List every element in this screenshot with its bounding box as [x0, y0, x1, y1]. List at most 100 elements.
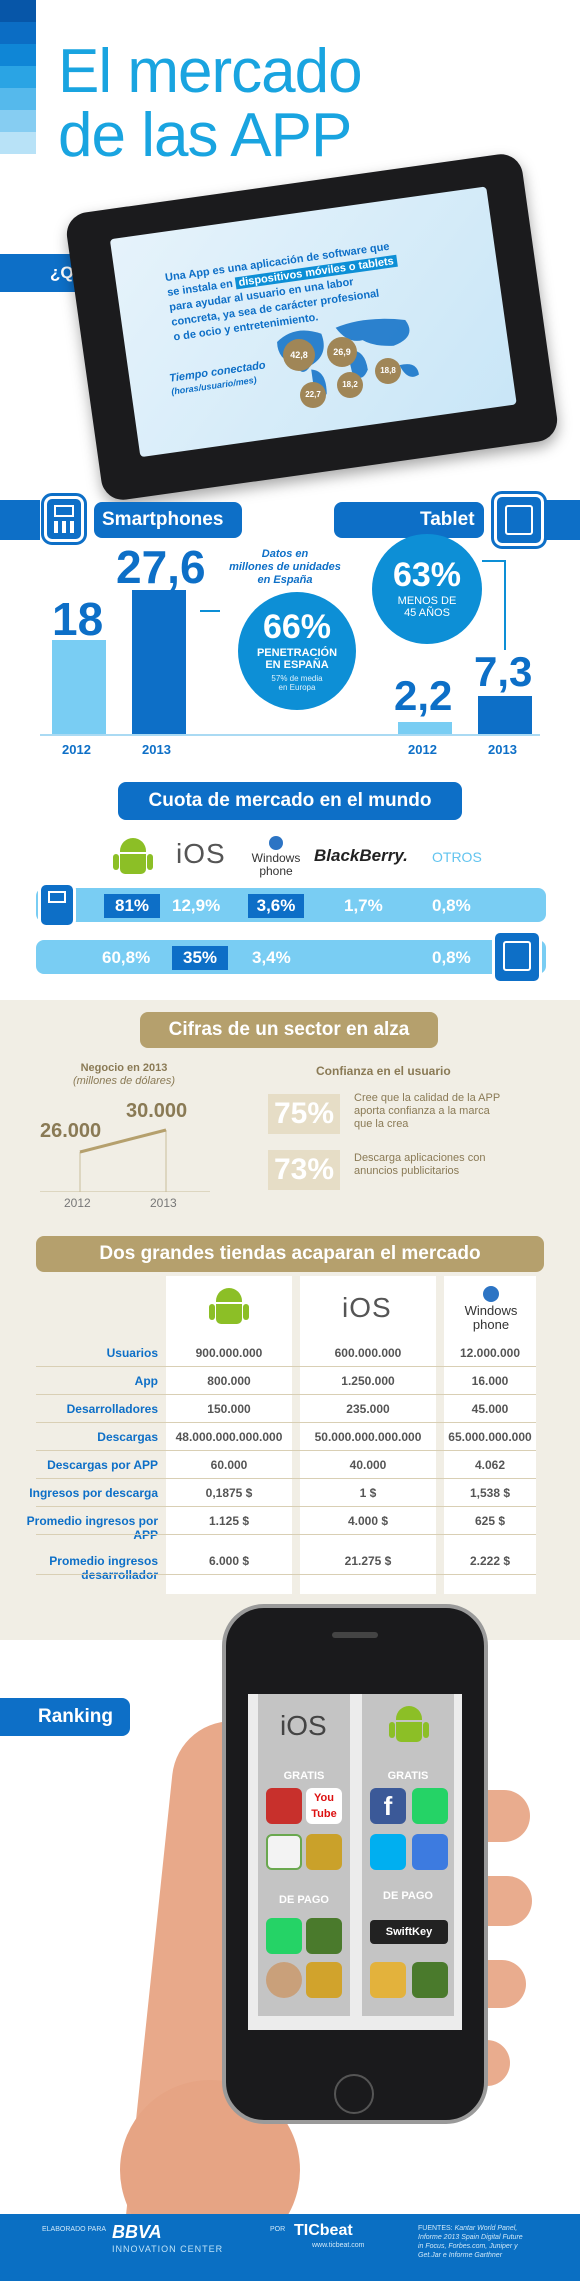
facebook-app-icon[interactable]: f: [370, 1788, 406, 1824]
by-label: POR: [270, 2226, 286, 2233]
smartphones-label: Smartphones: [94, 502, 242, 538]
swiftkey-app-icon[interactable]: SwiftKey: [370, 1920, 448, 1944]
share-bb-smartphone: 1,7%: [344, 896, 383, 915]
smartphone-year-2012: 2012: [62, 742, 91, 757]
share-android-tablet: 60,8%: [102, 948, 151, 967]
table-cell-android: 60.000: [210, 1458, 248, 1472]
others-label: OTROS: [432, 849, 482, 865]
pou-app-icon[interactable]: [266, 1962, 302, 1998]
ticbeat-url[interactable]: www.ticbeat.com: [312, 2242, 365, 2249]
page-title-line1: El mercado: [58, 37, 363, 106]
table-cell-android: 0,1875 $: [205, 1486, 253, 1500]
home-button[interactable]: [334, 2074, 374, 2114]
trust-title: Confianza en el usuario: [316, 1064, 451, 1078]
tablet-label: Tablet: [334, 502, 484, 538]
android-icon: [208, 1286, 250, 1328]
header-stripe: [0, 0, 36, 22]
trust-1-value: 75%: [268, 1094, 340, 1134]
business-title: Negocio en 2013 (millones de dólares): [72, 1062, 176, 1087]
table-cell-android: 900.000.000: [195, 1346, 263, 1360]
table-row-label: Descargas: [97, 1430, 158, 1444]
table-cell-ios: 4.000 $: [347, 1514, 389, 1528]
business-2013-value: 30.000: [126, 1100, 188, 1122]
table-cell-ios: 21.275 $: [344, 1554, 392, 1568]
whatsapp-app-icon[interactable]: [412, 1788, 448, 1824]
map-badge: 42,8: [283, 339, 315, 371]
table-cell-android: 150.000: [207, 1402, 251, 1416]
smartphone-2012-bar: [52, 640, 106, 735]
table-cell-android: 48.000.000.000.000: [175, 1430, 283, 1444]
google-maps-app-icon[interactable]: [266, 1834, 302, 1870]
share-ios-smartphone: 12,9%: [172, 896, 221, 915]
table-row-label: Usuarios: [106, 1346, 158, 1360]
tablet-year-2013: 2013: [488, 742, 517, 757]
share-wp-tablet: 3,4%: [252, 948, 291, 967]
table-row-divider: [36, 1478, 536, 1479]
windows-icon: [483, 1286, 499, 1302]
header-stripe: [0, 22, 36, 44]
despicable-me-app-icon[interactable]: [370, 1962, 406, 1998]
tablet-icon-bg: [540, 500, 580, 540]
table-row-label: App: [134, 1374, 158, 1388]
header-stripe: [0, 88, 36, 110]
table-row-divider: [36, 1506, 536, 1507]
map-badge: 18,8: [375, 358, 401, 384]
business-line-chart: [40, 1128, 210, 1192]
ios-logo: iOS: [176, 838, 226, 869]
android-column: [166, 1276, 292, 1594]
trust-2-value: 73%: [268, 1150, 340, 1190]
table-cell-ios: 40.000: [349, 1458, 387, 1472]
table-row-label: Ingresos por descarga: [29, 1486, 158, 1500]
candy-crush-app-icon[interactable]: [266, 1788, 302, 1824]
table-row-label: Promedio ingresos desarrollador: [49, 1554, 158, 1582]
ticbeat-logo: TICbeat: [294, 2222, 353, 2239]
table-cell-wp: 625 $: [474, 1514, 506, 1528]
tablet-2012-bar: [398, 722, 452, 734]
table-row-divider: [36, 1394, 536, 1395]
penetration-circle: 66% PENETRACIÓN EN ESPAÑA 57% de media e…: [238, 592, 356, 710]
tablet-share-row: [36, 940, 546, 974]
skype-app-icon[interactable]: [370, 1834, 406, 1870]
temple-run-app-icon[interactable]: [306, 1834, 342, 1870]
stores-heading: Dos grandes tiendas acaparan el mercado: [36, 1236, 544, 1272]
business-trend-line: [79, 1128, 167, 1154]
android-paid-label: DE PAGO: [383, 1890, 433, 1902]
table-cell-android: 1.125 $: [208, 1514, 250, 1528]
share-others-smartphone: 0,8%: [432, 896, 471, 915]
windows-phone-logo: Windows phone: [452, 1286, 530, 1332]
table-cell-wp: 65.000.000.000: [448, 1430, 532, 1444]
table-row-divider: [36, 1574, 536, 1575]
blackberry-logo: BlackBerry.: [314, 846, 408, 865]
minecraft-app-icon[interactable]: [412, 1962, 448, 1998]
windows-icon: [269, 836, 283, 850]
smartphone-icon: [41, 493, 87, 545]
temple-run-oz-app-icon[interactable]: [306, 1962, 342, 1998]
ios-logo: iOS: [280, 1710, 327, 1741]
table-row-label: Promedio ingresos por APP: [26, 1514, 158, 1542]
ios-free-label: GRATIS: [283, 1770, 325, 1782]
connector-line: [200, 610, 220, 612]
footer: [0, 2214, 580, 2281]
ios-column: [300, 1276, 436, 1594]
table-cell-ios: 235.000: [346, 1402, 390, 1416]
tablet-2012-value: 2,2: [394, 672, 453, 719]
smartphone-icon: [38, 882, 76, 928]
youtube-app-icon[interactable]: You Tube: [306, 1788, 342, 1824]
business-year-2012: 2012: [64, 1196, 91, 1210]
made-for-label: ELABORADO PARA: [42, 2226, 107, 2233]
table-cell-android: 800.000: [207, 1374, 251, 1388]
minecraft-app-icon[interactable]: [306, 1918, 342, 1954]
whatsapp-app-icon[interactable]: [266, 1918, 302, 1954]
tablet-icon: [492, 930, 542, 984]
table-cell-ios: 1.250.000: [341, 1374, 395, 1388]
wp-column: [444, 1276, 536, 1594]
tablet-year-2012: 2012: [408, 742, 437, 757]
sources: FUENTES: Kantar World Panel, Informe 201…: [418, 2225, 523, 2259]
table-cell-ios: 50.000.000.000.000: [314, 1430, 422, 1444]
bbva-logo: BBVA: [112, 2222, 162, 2242]
messenger-app-icon[interactable]: [412, 1834, 448, 1870]
table-cell-wp: 45.000: [471, 1402, 509, 1416]
table-row-divider: [36, 1422, 536, 1423]
share-others-tablet: 0,8%: [432, 948, 471, 967]
table-row-divider: [36, 1366, 536, 1367]
